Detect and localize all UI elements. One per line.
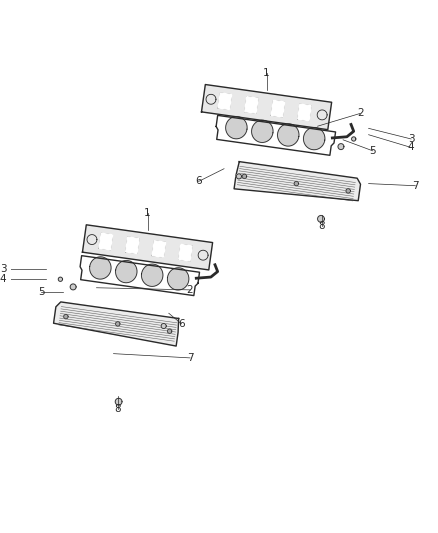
Polygon shape [179, 244, 192, 261]
Polygon shape [116, 322, 120, 326]
Polygon shape [218, 93, 232, 110]
Polygon shape [152, 240, 166, 257]
Polygon shape [304, 127, 325, 150]
Text: 4: 4 [0, 274, 6, 284]
Polygon shape [82, 225, 212, 270]
Polygon shape [58, 277, 63, 281]
Text: 6: 6 [178, 319, 185, 329]
Polygon shape [242, 174, 247, 179]
Polygon shape [70, 284, 76, 290]
Polygon shape [64, 314, 68, 319]
Polygon shape [338, 144, 344, 150]
Polygon shape [167, 268, 189, 290]
Polygon shape [234, 161, 360, 200]
Polygon shape [161, 324, 166, 328]
Polygon shape [115, 398, 122, 405]
Polygon shape [226, 117, 247, 139]
Polygon shape [346, 189, 350, 193]
Polygon shape [237, 174, 241, 179]
Text: 1: 1 [144, 208, 151, 219]
Text: 1: 1 [263, 68, 270, 78]
Polygon shape [318, 215, 325, 222]
Text: 3: 3 [408, 134, 414, 144]
Text: 8: 8 [318, 221, 325, 231]
Polygon shape [126, 237, 139, 254]
Polygon shape [294, 181, 299, 186]
Polygon shape [116, 261, 137, 282]
Text: 7: 7 [412, 181, 419, 191]
Text: 4: 4 [408, 142, 414, 152]
Polygon shape [141, 264, 163, 286]
Polygon shape [99, 233, 113, 250]
Polygon shape [271, 100, 285, 117]
Polygon shape [90, 257, 111, 279]
Text: 2: 2 [357, 108, 364, 118]
Polygon shape [278, 124, 299, 146]
Polygon shape [53, 302, 179, 346]
Polygon shape [201, 85, 332, 130]
Text: 5: 5 [370, 146, 376, 156]
Polygon shape [245, 96, 258, 114]
Text: 7: 7 [187, 353, 193, 363]
Polygon shape [298, 104, 311, 121]
Text: 6: 6 [195, 176, 202, 187]
Polygon shape [167, 329, 172, 333]
Text: 8: 8 [114, 404, 121, 414]
Text: 3: 3 [0, 264, 6, 273]
Text: 5: 5 [38, 287, 45, 297]
Polygon shape [251, 120, 273, 142]
Text: 2: 2 [187, 285, 193, 295]
Polygon shape [352, 137, 356, 141]
